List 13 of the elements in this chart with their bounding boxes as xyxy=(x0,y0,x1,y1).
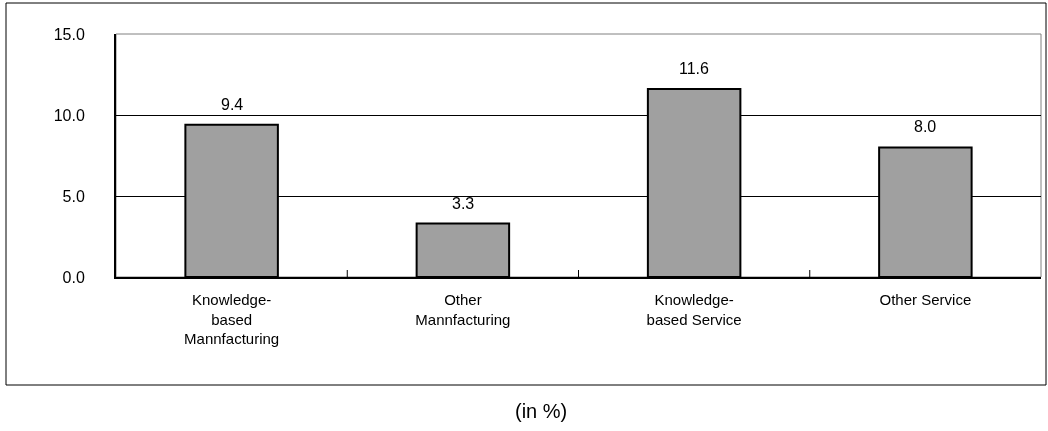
data-label: 11.6 xyxy=(679,60,710,77)
text: (in %) xyxy=(515,400,568,422)
y-tick-label: 5.0 xyxy=(62,187,85,205)
x-tick-label: Other Mannfacturing xyxy=(415,291,511,328)
x-tick-label: Knowledge- based Service xyxy=(646,291,742,328)
x-tick-label: Other Service xyxy=(879,291,972,308)
data-label: 3.3 xyxy=(452,195,475,212)
data-label: 9.4 xyxy=(221,96,244,113)
x-tick-label: Knowledge- based Mannfacturing xyxy=(184,291,280,347)
data-label: 8.0 xyxy=(914,118,937,135)
y-tick-label: 15.0 xyxy=(53,25,85,43)
y-tick-label: 10.0 xyxy=(53,106,85,124)
y-tick-label: 0.0 xyxy=(62,268,85,286)
